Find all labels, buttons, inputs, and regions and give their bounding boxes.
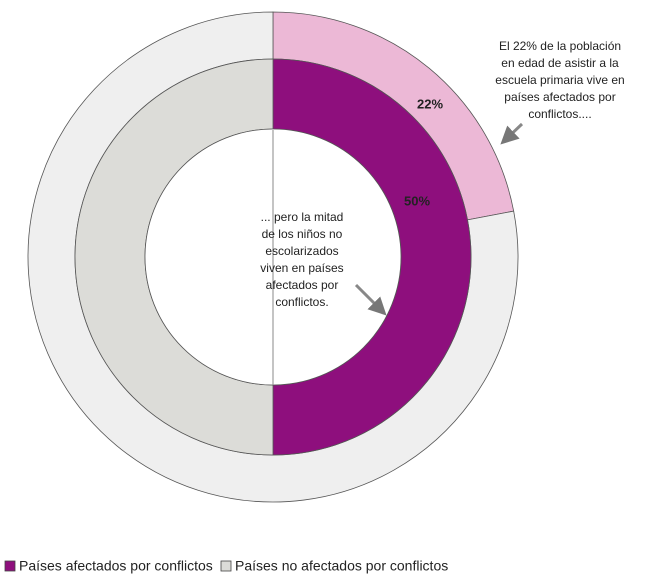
legend-swatch [4, 560, 16, 572]
annotation: en edad de asistir a la [501, 56, 619, 70]
annotation: escuela primaria vive en [495, 73, 624, 87]
legend-label: Países no afectados por conflictos [235, 558, 448, 574]
value-label: 22% [417, 96, 443, 111]
legend-swatch [220, 560, 232, 572]
value-label: 50% [404, 193, 430, 208]
annotation: países afectados por [504, 90, 615, 104]
annotation: escolarizados [265, 244, 338, 258]
legend-label: Países afectados por conflictos [19, 558, 213, 574]
annotation: conflictos. [275, 295, 328, 309]
annotation: El 22% de la población [499, 39, 621, 53]
annotation: conflictos.... [528, 107, 591, 121]
annotation: ... pero la mitad [261, 210, 344, 224]
annotation: afectados por [266, 278, 339, 292]
arrow [354, 283, 387, 316]
annotation: viven en países [260, 261, 343, 275]
annotation: de los niños no [262, 227, 343, 241]
arrow [500, 122, 524, 145]
